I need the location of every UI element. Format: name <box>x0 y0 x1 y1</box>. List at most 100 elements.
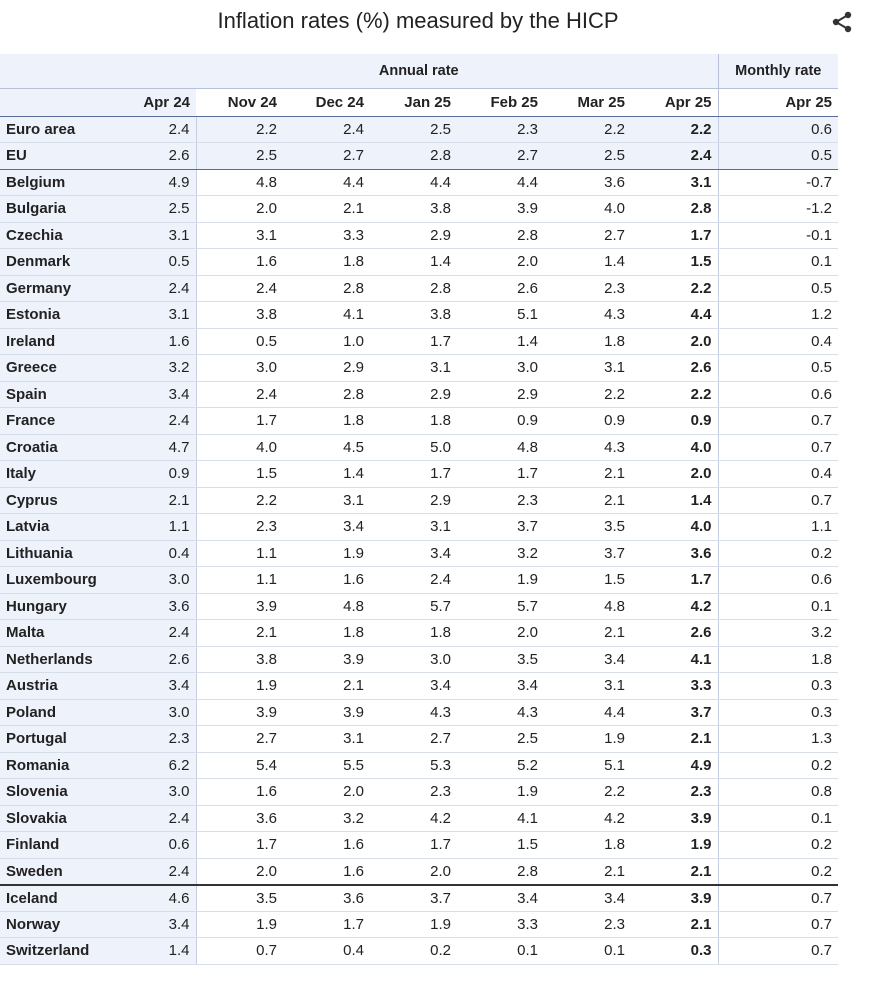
value-cell: 2.4 <box>370 566 457 594</box>
value-cell: 0.4 <box>718 460 838 488</box>
value-cell: 0.5 <box>718 275 838 302</box>
country-cell: Croatia <box>0 434 120 461</box>
table-row: Hungary 3.6 3.9 4.8 5.7 5.7 4.8 4.2 0.1 <box>0 593 838 620</box>
value-cell: 1.9 <box>631 831 719 859</box>
table-row: Spain 3.4 2.4 2.8 2.9 2.9 2.2 2.2 0.6 <box>0 381 838 408</box>
page-title: Inflation rates (%) measured by the HICP <box>217 8 619 33</box>
value-cell: 3.6 <box>196 805 283 832</box>
value-cell: 4.3 <box>544 434 631 461</box>
value-cell: 3.8 <box>370 195 457 223</box>
value-cell: 2.8 <box>370 142 457 170</box>
value-cell: 2.4 <box>120 116 197 143</box>
country-cell: Hungary <box>0 593 120 620</box>
value-cell: 1.9 <box>196 911 283 938</box>
value-cell: 2.1 <box>283 195 370 223</box>
value-cell: 2.1 <box>196 619 283 647</box>
value-cell: 3.1 <box>544 672 631 700</box>
country-cell: Czechia <box>0 222 120 249</box>
value-cell: 1.5 <box>196 460 283 488</box>
country-cell: Luxembourg <box>0 566 120 594</box>
value-cell: 0.4 <box>283 937 370 965</box>
value-cell: 3.9 <box>196 593 283 620</box>
value-cell: 3.3 <box>631 672 719 700</box>
value-cell: 0.6 <box>120 831 197 859</box>
value-cell: 1.3 <box>718 725 838 753</box>
value-cell: 0.6 <box>718 381 838 408</box>
value-cell: 2.9 <box>370 381 457 408</box>
value-cell: 1.4 <box>457 328 544 355</box>
value-cell: 2.1 <box>544 619 631 647</box>
value-cell: 5.1 <box>457 301 544 329</box>
value-cell: 1.8 <box>370 619 457 647</box>
country-cell: Cyprus <box>0 487 120 514</box>
value-cell: 5.5 <box>283 752 370 779</box>
value-cell: 2.1 <box>283 672 370 700</box>
table-row: Ireland 1.6 0.5 1.0 1.7 1.4 1.8 2.0 0.4 <box>0 328 838 355</box>
value-cell: 0.7 <box>718 884 838 912</box>
table-row: Malta 2.4 2.1 1.8 1.8 2.0 2.1 2.6 3.2 <box>0 619 838 647</box>
table-row: France 2.4 1.7 1.8 1.8 0.9 0.9 0.9 0.7 <box>0 407 838 435</box>
value-cell: 1.4 <box>544 248 631 276</box>
value-cell: 3.7 <box>544 540 631 567</box>
value-cell: 4.8 <box>544 593 631 620</box>
value-cell: 5.4 <box>196 752 283 779</box>
value-cell: 4.2 <box>631 593 719 620</box>
value-cell: 1.7 <box>283 911 370 938</box>
value-cell: 2.1 <box>544 460 631 488</box>
table-row: Euro area 2.4 2.2 2.4 2.5 2.3 2.2 2.2 0.6 <box>0 116 838 143</box>
column-header-country <box>0 87 120 117</box>
table-row: Sweden 2.4 2.0 1.6 2.0 2.8 2.1 2.1 0.2 <box>0 858 838 886</box>
value-cell: 1.9 <box>457 566 544 594</box>
value-cell: 3.4 <box>370 672 457 700</box>
value-cell: 2.8 <box>370 275 457 302</box>
value-cell: 1.8 <box>544 831 631 859</box>
value-cell: 0.8 <box>718 778 838 806</box>
value-cell: 1.9 <box>457 778 544 806</box>
value-cell: 0.7 <box>718 487 838 514</box>
table-row: Greece 3.2 3.0 2.9 3.1 3.0 3.1 2.6 0.5 <box>0 354 838 382</box>
country-cell: EU <box>0 142 120 170</box>
table-row: Slovenia 3.0 1.6 2.0 2.3 1.9 2.2 2.3 0.8 <box>0 778 838 806</box>
country-cell: Netherlands <box>0 646 120 673</box>
header-monthly-rate: Monthly rate <box>717 54 838 88</box>
share-icon[interactable] <box>830 10 854 34</box>
value-cell: 1.7 <box>196 407 283 435</box>
country-cell: Latvia <box>0 513 120 541</box>
value-cell: 3.9 <box>457 195 544 223</box>
value-cell: 2.8 <box>457 222 544 249</box>
value-cell: 4.4 <box>370 169 457 196</box>
value-cell: 1.4 <box>631 487 719 514</box>
value-cell: 3.4 <box>120 911 197 938</box>
value-cell: 2.7 <box>283 142 370 170</box>
value-cell: 2.1 <box>631 858 719 886</box>
value-cell: 5.2 <box>457 752 544 779</box>
value-cell: 3.4 <box>120 672 197 700</box>
value-cell: 4.8 <box>196 169 283 196</box>
value-cell: 5.3 <box>370 752 457 779</box>
table-row: Cyprus 2.1 2.2 3.1 2.9 2.3 2.1 1.4 0.7 <box>0 487 838 514</box>
country-cell: Sweden <box>0 858 120 886</box>
value-cell: 1.7 <box>631 566 719 594</box>
value-cell: 3.2 <box>718 619 838 647</box>
value-cell: 1.1 <box>196 566 283 594</box>
table-row: Netherlands 2.6 3.8 3.9 3.0 3.5 3.4 4.1 1.8 <box>0 646 838 673</box>
value-cell: 1.1 <box>120 513 197 541</box>
value-cell: 0.4 <box>120 540 197 567</box>
value-cell: 2.0 <box>631 460 719 488</box>
value-cell: 3.7 <box>370 884 457 912</box>
country-cell: Greece <box>0 354 120 382</box>
table-row: Slovakia 2.4 3.6 3.2 4.2 4.1 4.2 3.9 0.1 <box>0 805 838 832</box>
value-cell: 1.4 <box>120 937 197 965</box>
value-cell: 0.2 <box>718 540 838 567</box>
value-cell: 4.1 <box>457 805 544 832</box>
value-cell: 0.2 <box>370 937 457 965</box>
value-cell: 3.4 <box>544 884 631 912</box>
value-cell: 0.5 <box>196 328 283 355</box>
value-cell: 4.2 <box>544 805 631 832</box>
value-cell: 2.4 <box>283 116 370 143</box>
value-cell: 4.4 <box>544 699 631 726</box>
value-cell: 1.0 <box>283 328 370 355</box>
value-cell: 1.6 <box>120 328 197 355</box>
value-cell: 0.9 <box>120 460 197 488</box>
value-cell: 1.6 <box>196 248 283 276</box>
